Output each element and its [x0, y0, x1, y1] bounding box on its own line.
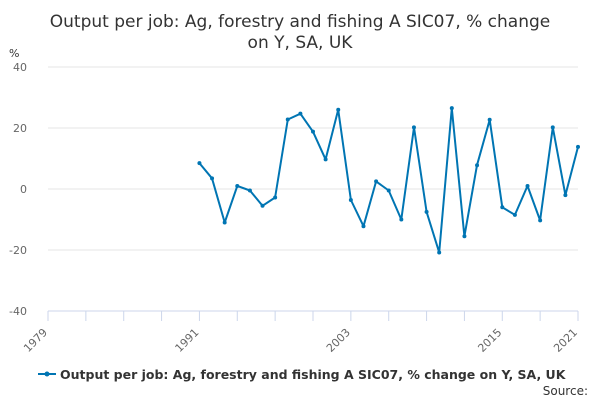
- data-point[interactable]: [247, 188, 252, 193]
- x-tick-label: 1991: [173, 326, 202, 355]
- data-point[interactable]: [576, 144, 580, 149]
- x-tick-label: 2021: [551, 326, 580, 355]
- data-point[interactable]: [550, 125, 555, 130]
- data-point[interactable]: [210, 176, 215, 181]
- legend[interactable]: Output per job: Ag, forestry and fishing…: [38, 367, 567, 382]
- data-point[interactable]: [374, 179, 379, 184]
- legend-swatch-marker: [44, 371, 50, 377]
- data-point[interactable]: [348, 197, 353, 202]
- data-point[interactable]: [449, 106, 454, 111]
- gridlines: [48, 66, 578, 312]
- data-point[interactable]: [424, 209, 429, 214]
- data-point[interactable]: [235, 183, 240, 188]
- chart-title-line-2: on Y, SA, UK: [248, 33, 354, 53]
- data-point[interactable]: [512, 212, 517, 217]
- data-point[interactable]: [361, 224, 366, 229]
- data-point[interactable]: [538, 218, 543, 223]
- x-tick-label: 1979: [21, 326, 50, 355]
- legend-label: Output per job: Ag, forestry and fishing…: [60, 367, 567, 382]
- series-line: [198, 107, 579, 254]
- data-point[interactable]: [500, 205, 505, 210]
- y-tick-label: -40: [9, 305, 27, 318]
- data-point[interactable]: [298, 111, 303, 116]
- data-point[interactable]: [323, 157, 328, 162]
- data-point[interactable]: [399, 217, 404, 222]
- x-axis: 1979 1991 2003 2015 2021: [21, 310, 580, 355]
- data-point[interactable]: [487, 117, 492, 122]
- data-point[interactable]: [336, 107, 341, 112]
- data-point[interactable]: [311, 129, 315, 134]
- data-point[interactable]: [462, 234, 467, 239]
- data-point[interactable]: [525, 183, 530, 188]
- data-point[interactable]: [386, 188, 391, 193]
- y-tick-label: -20: [9, 244, 27, 257]
- source-label: Source:: [543, 384, 588, 398]
- y-tick-label: 0: [20, 183, 27, 196]
- data-point[interactable]: [273, 195, 278, 200]
- data-point[interactable]: [285, 117, 290, 122]
- data-point[interactable]: [475, 163, 480, 168]
- y-axis-ticks: 40 20 0 -20 -40: [9, 61, 27, 318]
- data-point[interactable]: [197, 161, 202, 166]
- x-tick-label: 2015: [475, 326, 504, 355]
- chart-title-line-1: Output per job: Ag, forestry and fishing…: [50, 12, 551, 32]
- data-point[interactable]: [411, 125, 416, 130]
- data-point[interactable]: [222, 220, 227, 225]
- data-point[interactable]: [260, 203, 265, 208]
- y-axis-unit-label: %: [9, 47, 19, 60]
- data-point[interactable]: [563, 193, 568, 198]
- series-layer: [197, 106, 580, 255]
- x-tick-label: 2003: [324, 326, 353, 355]
- y-tick-label: 40: [13, 61, 27, 74]
- y-tick-label: 20: [13, 122, 27, 135]
- data-point[interactable]: [437, 250, 442, 255]
